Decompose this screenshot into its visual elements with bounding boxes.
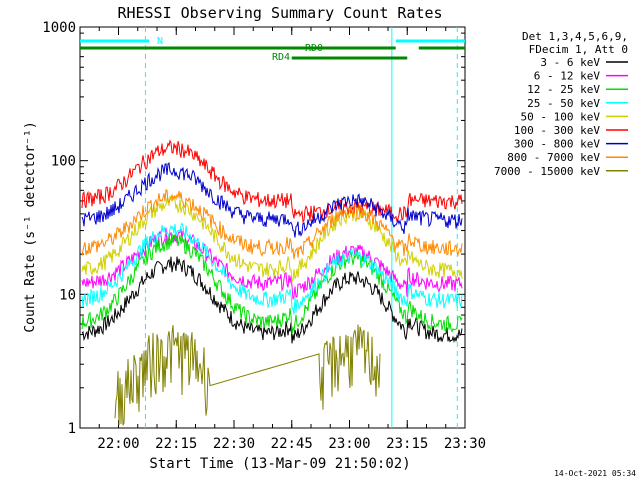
legend-entry-label: 12 - 25 keV bbox=[527, 83, 600, 96]
series-line bbox=[81, 139, 463, 224]
legend-entry-label: 3 - 6 keV bbox=[540, 56, 600, 69]
x-tick-label: 22:30 bbox=[213, 436, 255, 452]
chart-title: RHESSI Observing Summary Count Rates bbox=[117, 4, 442, 22]
y-tick-label: 10 bbox=[59, 287, 76, 303]
legend-entry-label: 100 - 300 keV bbox=[514, 124, 600, 137]
y-tick-label: 1 bbox=[68, 421, 76, 437]
legend-entry-label: 25 - 50 keV bbox=[527, 97, 600, 110]
series-line bbox=[81, 227, 463, 300]
series-line bbox=[81, 162, 463, 238]
y-tick-label: 100 bbox=[51, 154, 76, 170]
x-axis-label: Start Time (13-Mar-09 21:50:02) bbox=[149, 456, 410, 472]
legend-entry-label: 50 - 100 keV bbox=[521, 110, 601, 123]
flag-label: RD4 bbox=[272, 52, 290, 63]
legend: Det 1,3,4,5,6,9,FDecim 1, Att 03 - 6 keV… bbox=[494, 30, 628, 178]
flag-label: RD0 bbox=[305, 43, 323, 54]
plot-area: 1 10 100 1000 22:00 22:15 22:30 22:45 23:00 23:15… bbox=[42, 20, 486, 452]
y-axis-label: Count Rate (s⁻¹ detector⁻¹) bbox=[23, 121, 38, 332]
x-tick-label: 23:30 bbox=[444, 436, 486, 452]
series-line bbox=[81, 256, 463, 344]
x-tick-label: 23:00 bbox=[328, 436, 370, 452]
legend-entry-label: 800 - 7000 keV bbox=[507, 151, 600, 164]
legend-header: FDecim 1, Att 0 bbox=[529, 43, 628, 56]
x-tick-label: 22:15 bbox=[155, 436, 197, 452]
series-line bbox=[81, 195, 463, 283]
series-line bbox=[81, 221, 463, 315]
series-line bbox=[114, 324, 381, 426]
footer-timestamp: 14-Oct-2021 05:34 bbox=[554, 469, 636, 478]
legend-entry-label: 6 - 12 keV bbox=[534, 70, 601, 83]
legend-entry-label: 300 - 800 keV bbox=[514, 138, 600, 151]
legend-header: Det 1,3,4,5,6,9, bbox=[522, 30, 628, 43]
flag-label: N bbox=[157, 36, 163, 47]
series-line bbox=[81, 189, 463, 260]
y-tick-label: 1000 bbox=[42, 20, 76, 36]
x-tick-label: 23:15 bbox=[386, 436, 428, 452]
legend-entry-label: 7000 - 15000 keV bbox=[494, 165, 600, 178]
x-tick-label: 22:45 bbox=[271, 436, 313, 452]
x-tick-label: 22:00 bbox=[97, 436, 139, 452]
